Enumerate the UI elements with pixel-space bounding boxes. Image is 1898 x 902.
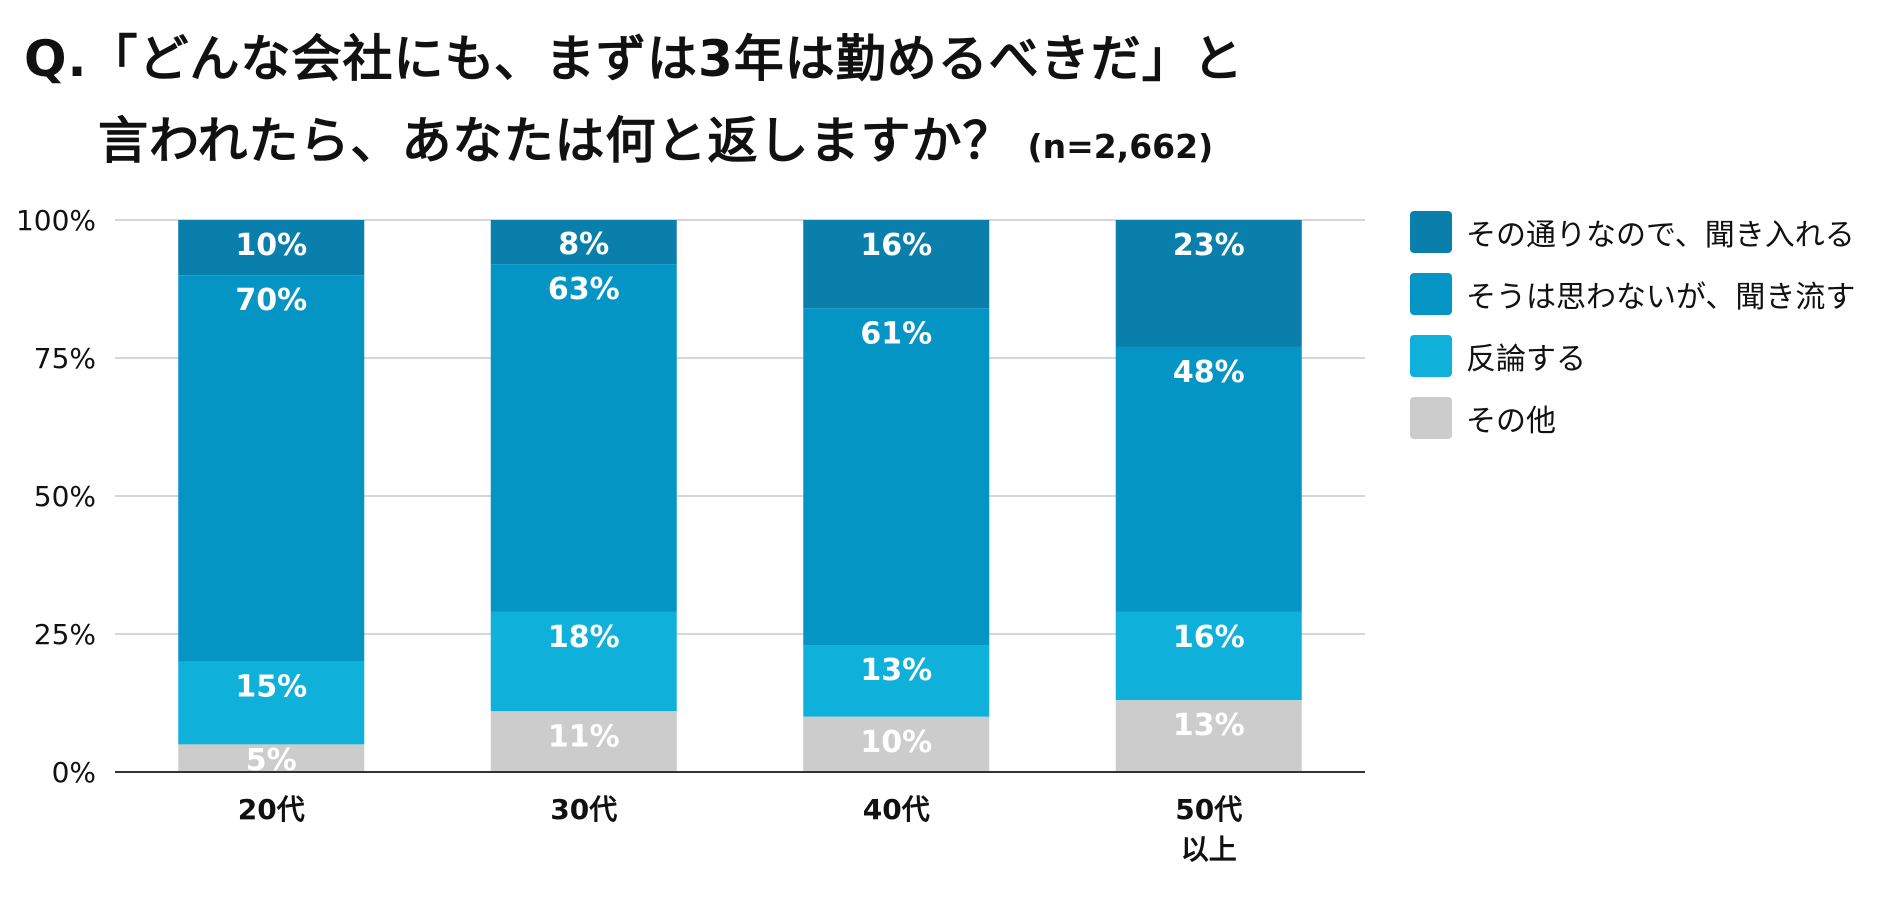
- data-label: 48%: [1173, 355, 1245, 390]
- stacked-bar-chart: 0%25%50%75%100%10%70%15%5%20代8%63%18%11%…: [16, 204, 1365, 866]
- chart-title-line2: 言われたら、あなたは何と返しますか？: [98, 112, 1014, 170]
- data-label: 70%: [235, 283, 307, 318]
- data-label: 8%: [558, 227, 609, 262]
- data-label: 15%: [235, 670, 307, 705]
- legend-swatch: [1410, 273, 1452, 315]
- legend-label: その他: [1466, 404, 1556, 439]
- legend-swatch: [1410, 335, 1452, 377]
- legend-item: そうは思わないが、聞き流す: [1410, 272, 1855, 316]
- data-label: 10%: [235, 228, 307, 263]
- bar-segment: [803, 716, 990, 772]
- bar-segment: [803, 645, 990, 717]
- legend-label: その通りなので、聞き入れる: [1466, 218, 1855, 253]
- y-tick-label: 0%: [52, 756, 96, 789]
- data-label: 13%: [1173, 708, 1245, 743]
- x-tick-label: 50代: [1175, 793, 1242, 826]
- bar-segment: [490, 220, 677, 265]
- y-tick-label: 50%: [34, 480, 96, 513]
- x-tick-label: 以上: [1181, 833, 1237, 866]
- sample-size-note: (n=2,662): [1027, 127, 1214, 166]
- legend-label: 反論する: [1466, 342, 1586, 377]
- bar-segment: [178, 661, 365, 745]
- legend-item: その他: [1410, 396, 1855, 440]
- bar-segment: [1115, 346, 1302, 612]
- bar-segment: [803, 220, 990, 309]
- data-label: 16%: [860, 228, 932, 263]
- y-tick-label: 75%: [34, 342, 96, 375]
- bar-segment: [178, 275, 365, 662]
- data-label: 63%: [548, 272, 620, 307]
- data-label: 13%: [860, 653, 932, 688]
- chart-title-line1: Q.「どんな会社にも、まずは3年は勤めるべきだ」と: [24, 30, 1244, 88]
- legend-item: 反論する: [1410, 334, 1855, 378]
- chart-title-line2-wrap: 言われたら、あなたは何と返しますか？ (n=2,662): [24, 100, 1424, 188]
- chart-legend: その通りなので、聞き入れる そうは思わないが、聞き流す 反論するその他: [1410, 210, 1855, 458]
- y-tick-label: 100%: [16, 204, 96, 237]
- bar-segment: [178, 744, 365, 772]
- x-tick-label: 40代: [863, 793, 930, 826]
- bar-segment: [178, 220, 365, 276]
- x-tick-label: 20代: [238, 793, 305, 826]
- x-tick-label: 30代: [550, 793, 617, 826]
- legend-swatch: [1410, 211, 1452, 253]
- bar-segment: [1115, 611, 1302, 701]
- bar-segment: [803, 308, 990, 646]
- data-label: 16%: [1173, 620, 1245, 655]
- y-tick-label: 25%: [34, 618, 96, 651]
- data-label: 18%: [548, 620, 620, 655]
- legend-label: そうは思わないが、聞き流す: [1466, 280, 1856, 315]
- bar-segment: [1115, 220, 1302, 347]
- bar-segment: [1115, 700, 1302, 772]
- data-label: 61%: [860, 316, 932, 351]
- legend-swatch: [1410, 397, 1452, 439]
- data-label: 23%: [1173, 228, 1245, 263]
- data-label: 11%: [548, 719, 620, 754]
- legend-item: その通りなので、聞き入れる: [1410, 210, 1855, 254]
- chart-title: Q.「どんな会社にも、まずは3年は勤めるべきだ」と 言われたら、あなたは何と返し…: [24, 18, 1424, 188]
- bar-segment: [490, 264, 677, 612]
- data-label: 10%: [860, 725, 932, 760]
- bar-segment: [490, 711, 677, 772]
- bar-segment: [490, 611, 677, 712]
